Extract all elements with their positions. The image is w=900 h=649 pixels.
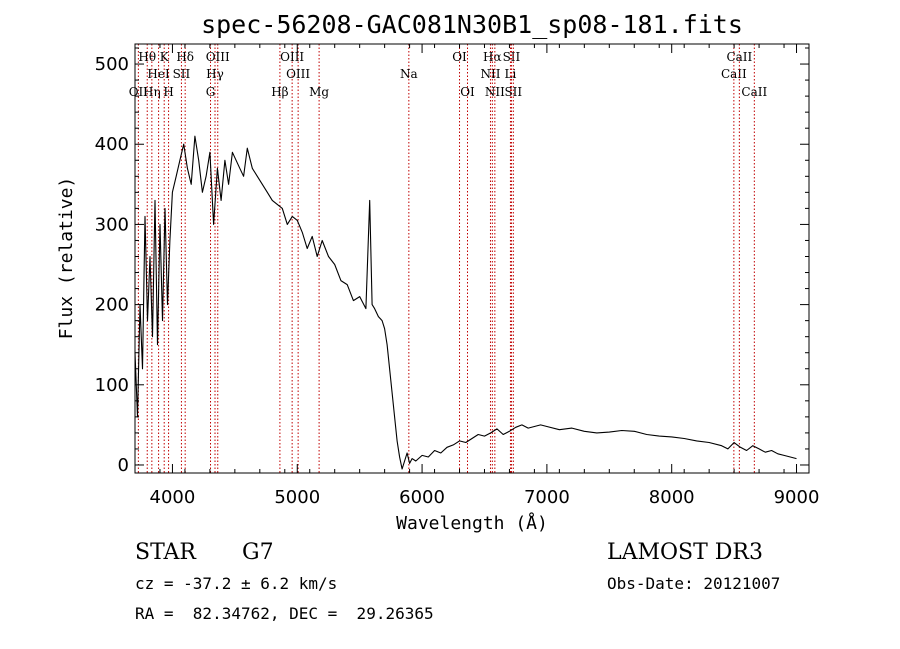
line-marker-label: OII bbox=[129, 85, 149, 99]
line-marker-label: Li bbox=[505, 67, 517, 81]
line-marker-label: H bbox=[163, 85, 173, 99]
subclass-label: G7 bbox=[242, 540, 274, 565]
class-label: STAR bbox=[135, 540, 196, 565]
line-marker-label: Hα bbox=[483, 50, 502, 64]
coordinates: RA = 82.34762, DEC = 29.26365 bbox=[135, 604, 434, 623]
y-tick-label: 500 bbox=[95, 54, 129, 75]
x-tick-label: 7000 bbox=[524, 487, 570, 508]
line-marker-label: OIII bbox=[286, 67, 310, 81]
line-marker-label: Hθ bbox=[138, 50, 156, 64]
line-marker-label: OI bbox=[452, 50, 467, 64]
y-tick-label: 0 bbox=[118, 455, 129, 476]
line-marker-label: NII bbox=[485, 85, 505, 99]
y-axis-label: Flux (relative) bbox=[56, 177, 77, 340]
line-marker-label: G bbox=[206, 85, 216, 99]
line-marker-label: SII bbox=[173, 67, 191, 81]
survey-label: LAMOST DR3 bbox=[607, 540, 763, 565]
obs-date: Obs-Date: 20121007 bbox=[607, 574, 781, 593]
cz-value: cz = -37.2 ± 6.2 km/s bbox=[135, 574, 338, 593]
line-markers: OIIHθHηHeIKSIIHHδGHγOIIIHβOIIIOIIIMgNaOI… bbox=[129, 44, 767, 473]
spectrum-series bbox=[134, 135, 797, 470]
line-marker-label: Hγ bbox=[206, 67, 224, 81]
x-tick-label: 4000 bbox=[150, 487, 196, 508]
line-marker-label: Hη bbox=[143, 85, 161, 99]
x-tick-label: 8000 bbox=[649, 487, 695, 508]
axis-ticks: 4000 5000 6000 7000 8000 9000 0 100 200 300 400 500 bbox=[95, 44, 820, 508]
line-marker-label: OIII bbox=[280, 50, 304, 64]
x-tick-label: 6000 bbox=[399, 487, 445, 508]
y-tick-label: 400 bbox=[95, 134, 129, 155]
line-marker-label: OI bbox=[460, 85, 475, 99]
line-marker-label: CaII bbox=[721, 67, 747, 81]
y-tick-label: 100 bbox=[95, 375, 129, 396]
spectrum-line bbox=[134, 135, 797, 470]
y-tick-label: 200 bbox=[95, 295, 129, 316]
line-marker-label: OIII bbox=[206, 50, 230, 64]
line-marker-label: Mg bbox=[309, 85, 329, 99]
y-tick-label: 300 bbox=[95, 214, 129, 235]
line-marker-label: Hβ bbox=[271, 85, 288, 99]
line-marker-label: K bbox=[160, 50, 170, 64]
line-marker-label: Na bbox=[400, 67, 418, 81]
x-tick-label: 9000 bbox=[774, 487, 820, 508]
x-axis-label: Wavelength (Å) bbox=[396, 512, 548, 534]
chart-title: spec-56208-GAC081N30B1_sp08-181.fits bbox=[201, 10, 743, 39]
line-marker-label: SII bbox=[504, 85, 522, 99]
plot-frame bbox=[134, 43, 810, 474]
line-marker-label: Hδ bbox=[176, 50, 194, 64]
line-marker-label: HeI bbox=[147, 67, 170, 81]
line-marker-label: CaII bbox=[726, 50, 752, 64]
line-marker-label: SII bbox=[503, 50, 521, 64]
line-marker-label: NII bbox=[480, 67, 500, 81]
line-marker-label: CaII bbox=[741, 85, 767, 99]
x-tick-label: 5000 bbox=[274, 487, 320, 508]
